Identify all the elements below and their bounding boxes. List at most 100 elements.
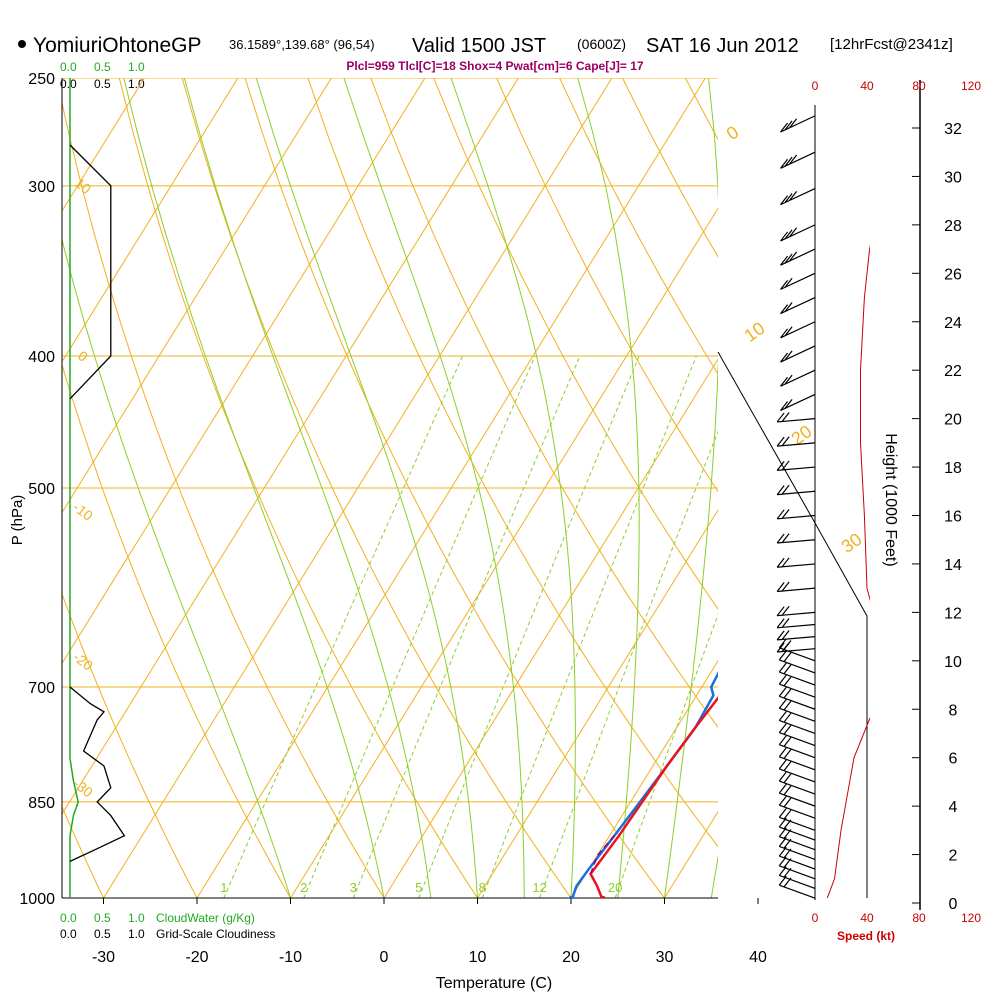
cloudiness-lower-line xyxy=(70,687,124,861)
pressure-tick-400: 400 xyxy=(28,349,55,366)
isotherm-50 xyxy=(852,78,1000,898)
x-axis-title: Temperature (C) xyxy=(436,975,552,992)
cw-tick-top-0: 0.0 xyxy=(60,60,77,74)
wind-barb xyxy=(777,643,815,652)
wind-barb-feather xyxy=(779,736,786,745)
wind-barb-feather xyxy=(784,689,791,698)
height-tick-4: 4 xyxy=(949,799,958,816)
wind-barb xyxy=(777,582,815,591)
wind-barb-feather xyxy=(784,653,791,662)
wind-barb-shaft xyxy=(779,660,815,673)
cloudiness-label: Grid-Scale Cloudiness xyxy=(156,927,275,941)
height-tick-18: 18 xyxy=(944,460,962,477)
pressure-tick-250: 250 xyxy=(28,71,55,88)
wind-barb xyxy=(779,876,815,898)
surface-dewpoint-point xyxy=(568,896,576,904)
wind-barb-feather xyxy=(779,796,786,805)
valid-z: (0600Z) xyxy=(577,36,626,52)
wind-barb-feather xyxy=(779,772,786,781)
wind-barb-shaft xyxy=(779,684,815,697)
wind-barb-feather xyxy=(784,774,791,783)
wind-barb xyxy=(777,630,815,639)
wind-barb-feather xyxy=(779,663,786,672)
station-coords: 36.1589°,139.68° (96,54) xyxy=(229,37,375,52)
height-tick-6: 6 xyxy=(949,751,958,768)
wind-barb-shaft xyxy=(779,720,815,733)
dry-adiabat--40 xyxy=(0,78,10,898)
height-tick-8: 8 xyxy=(949,702,958,719)
wind-barb-feather xyxy=(779,724,786,733)
wind-barb-shaft xyxy=(779,672,815,685)
wind-barb xyxy=(777,618,815,627)
height-tick-0: 0 xyxy=(949,896,958,913)
mixing-ratio-label-5: 5 xyxy=(415,880,422,895)
wind-barb-feather xyxy=(784,701,791,710)
dry-adiabat-label-0: 0 xyxy=(723,122,743,144)
pressure-tick-300: 300 xyxy=(28,179,55,196)
mixing-ratio-line-8 xyxy=(482,356,696,898)
wind-barb xyxy=(777,413,815,422)
mixing-ratio-label-1: 1 xyxy=(220,880,227,895)
mixing-ratio-line-1 xyxy=(224,356,463,898)
wind-barb xyxy=(777,606,815,615)
cl-tick-bot-1: 0.5 xyxy=(94,927,111,941)
wind-barb xyxy=(781,273,815,289)
wind-barb xyxy=(781,322,815,338)
wind-barb-shaft xyxy=(779,769,815,782)
speed-tick-top-0: 0 xyxy=(812,79,819,93)
cl-tick-top-2: 1.0 xyxy=(128,77,145,91)
wind-barb-shaft xyxy=(779,745,815,758)
dry-adiabat-label-1: 10 xyxy=(741,318,769,346)
stability-indices: Plcl=959 Tlcl[C]=18 Shox=4 Pwat[cm]=6 Ca… xyxy=(346,59,643,73)
temp-tick-0: 0 xyxy=(380,949,389,966)
wind-barb-feather xyxy=(784,677,791,686)
pressure-tick-700: 700 xyxy=(28,680,55,697)
height-tick-32: 32 xyxy=(944,121,962,138)
wind-barb-feather xyxy=(784,665,791,674)
wind-barb-feather xyxy=(784,725,791,734)
station-name: YomiuriOhtoneGP xyxy=(33,34,201,57)
cl-tick-bot-0: 0.0 xyxy=(60,927,77,941)
isotherm-label-2: -10 xyxy=(70,499,96,524)
temp-tick-20: 20 xyxy=(562,949,580,966)
wind-barb-shaft xyxy=(779,805,815,818)
wind-barb xyxy=(777,558,815,567)
cw-tick-top-2: 1.0 xyxy=(128,60,145,74)
height-tick-14: 14 xyxy=(944,557,962,574)
isotherm-label-0: 10 xyxy=(72,175,94,197)
isotherm-label-4: -30 xyxy=(70,775,96,800)
forecast-info: [12hrFcst@2341z] xyxy=(830,36,953,53)
dry-adiabat-140 xyxy=(937,78,1000,898)
wind-barb-feather xyxy=(779,748,786,757)
wind-barb-feather xyxy=(784,713,791,722)
wind-barb-feather xyxy=(779,760,786,769)
temp-tick-10: 10 xyxy=(469,949,487,966)
cw-tick-top-1: 0.5 xyxy=(94,60,111,74)
wind-barb-shaft xyxy=(779,757,815,770)
wind-barb-shaft xyxy=(779,733,815,746)
wind-barb xyxy=(781,394,815,410)
wind-barb-feather xyxy=(784,810,791,819)
dry-adiabat-120 xyxy=(811,78,1000,898)
cl-tick-bot-2: 1.0 xyxy=(128,927,145,941)
wind-barb-feather xyxy=(779,808,786,817)
wind-barb xyxy=(781,189,815,205)
y-axis-title: P (hPa) xyxy=(9,495,26,546)
cloudwater-label: CloudWater (g/Kg) xyxy=(156,911,255,925)
speed-tick-bot-80: 80 xyxy=(912,911,926,925)
pressure-tick-850: 850 xyxy=(28,795,55,812)
speed-tick-top-40: 40 xyxy=(860,79,874,93)
wind-barb-feather xyxy=(779,687,786,696)
wind-barb xyxy=(781,346,815,362)
wind-barb-feather xyxy=(784,786,791,795)
cw-tick-bot-0: 0.0 xyxy=(60,911,77,925)
mixing-ratio-label-3: 3 xyxy=(350,880,357,895)
wind-barb-feather xyxy=(779,784,786,793)
wind-barb-feather xyxy=(779,711,786,720)
cl-tick-top-0: 0.0 xyxy=(60,77,77,91)
temp-tick-40: 40 xyxy=(749,949,767,966)
height-tick-10: 10 xyxy=(944,654,962,671)
height-tick-28: 28 xyxy=(944,218,962,235)
speed-axis-title: Speed (kt) xyxy=(837,929,895,943)
